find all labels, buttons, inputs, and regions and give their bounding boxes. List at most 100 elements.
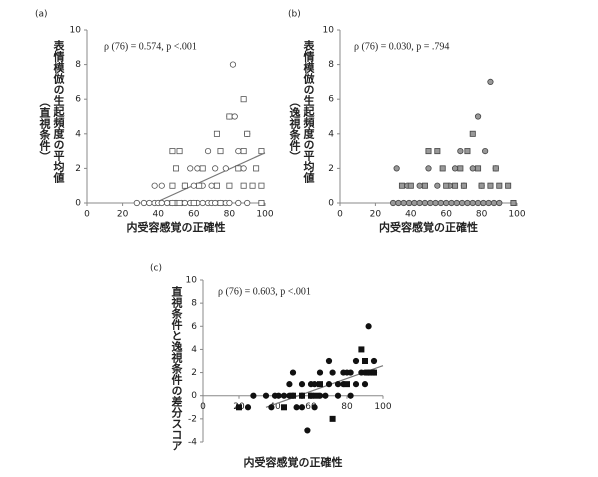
point (194, 165, 201, 172)
point (253, 165, 260, 172)
x-tick-label: 100 (374, 402, 391, 412)
y-tick-label: 0 (191, 391, 197, 401)
x-tick-label: 60 (305, 402, 317, 412)
y-axis-label: 表情模倣の生起頻度の平均値 (302, 39, 316, 184)
point (176, 199, 183, 206)
point (222, 165, 229, 172)
y-axis-label: （直視条件） (38, 96, 52, 162)
x-tick-label: 100 (256, 210, 273, 220)
y-tick-label: 10 (323, 26, 335, 36)
point (487, 78, 494, 86)
point (405, 199, 413, 207)
x-tick-label: 80 (476, 210, 488, 220)
y-tick-label: 6 (75, 95, 81, 105)
annotation: ρ (76) = 0.030, p = .794 (354, 41, 449, 52)
point (169, 148, 176, 155)
x-tick-label: 20 (117, 210, 129, 220)
y-tick-label: 10 (70, 26, 82, 36)
point (389, 199, 397, 207)
point (398, 182, 405, 189)
point (457, 148, 464, 155)
x-tick-label: 80 (224, 210, 236, 220)
y-tick-label: 8 (191, 299, 197, 309)
y-axis-label: （逸視条件） (288, 96, 302, 162)
x-tick-label: 60 (188, 210, 200, 220)
point (164, 199, 171, 207)
point (169, 182, 176, 189)
point (334, 381, 342, 388)
point (204, 148, 212, 155)
point (280, 404, 287, 411)
point (151, 182, 158, 189)
point (443, 199, 450, 207)
point (451, 165, 459, 172)
point (217, 148, 224, 155)
point (370, 357, 378, 365)
x-tick-label: 40 (269, 402, 281, 412)
point (365, 323, 372, 330)
point (361, 381, 369, 388)
point (187, 165, 194, 172)
point (322, 392, 329, 399)
panel-label: (c) (150, 264, 162, 274)
y-tick-label: 2 (191, 368, 197, 378)
point (181, 182, 188, 189)
y-tick-label: 10 (186, 276, 198, 286)
point (361, 357, 368, 364)
point (158, 199, 165, 207)
point (199, 199, 206, 207)
annotation: ρ (76) = 0.603, p <.001 (218, 286, 311, 297)
x-axis-label: 内受容感覚の正確性 (244, 455, 343, 469)
point (146, 199, 153, 207)
point (212, 199, 219, 207)
y-tick-label: 8 (75, 60, 81, 70)
y-tick-label: 0 (75, 199, 81, 209)
point (244, 404, 252, 411)
point (298, 404, 306, 411)
point (240, 165, 247, 172)
point (325, 381, 333, 388)
panel-label: (a) (35, 10, 48, 20)
point (275, 392, 282, 399)
point (370, 369, 377, 376)
point (334, 392, 342, 399)
x-tick-label: 100 (508, 210, 525, 220)
point (181, 199, 188, 207)
point (240, 96, 247, 103)
point (393, 165, 400, 172)
x-tick-label: 40 (152, 210, 164, 220)
point (258, 182, 265, 189)
point (496, 182, 503, 189)
point (158, 182, 165, 189)
point (469, 165, 476, 172)
y-tick-label: 6 (328, 95, 334, 105)
point (464, 148, 471, 155)
y-tick-label: 2 (75, 164, 81, 174)
point (395, 199, 402, 207)
point (235, 404, 242, 411)
point (231, 113, 238, 120)
x-tick-label: 0 (337, 210, 343, 220)
point (421, 182, 428, 189)
point (400, 199, 407, 207)
point (316, 381, 323, 388)
point (411, 199, 418, 207)
point (226, 199, 233, 207)
point (307, 392, 314, 399)
point (452, 182, 459, 189)
point (464, 199, 471, 207)
point (258, 199, 265, 206)
point (487, 182, 494, 189)
point (304, 427, 311, 434)
point (249, 182, 256, 189)
point (293, 404, 300, 411)
point (439, 165, 446, 172)
point (213, 130, 220, 137)
point (459, 199, 466, 207)
x-tick-label: 40 (405, 210, 417, 220)
point (448, 199, 455, 207)
x-tick-label: 60 (440, 210, 452, 220)
point (316, 369, 324, 376)
point (416, 199, 423, 207)
y-axis-label: 直視条件と逸視条件の差分スコア (170, 285, 184, 451)
